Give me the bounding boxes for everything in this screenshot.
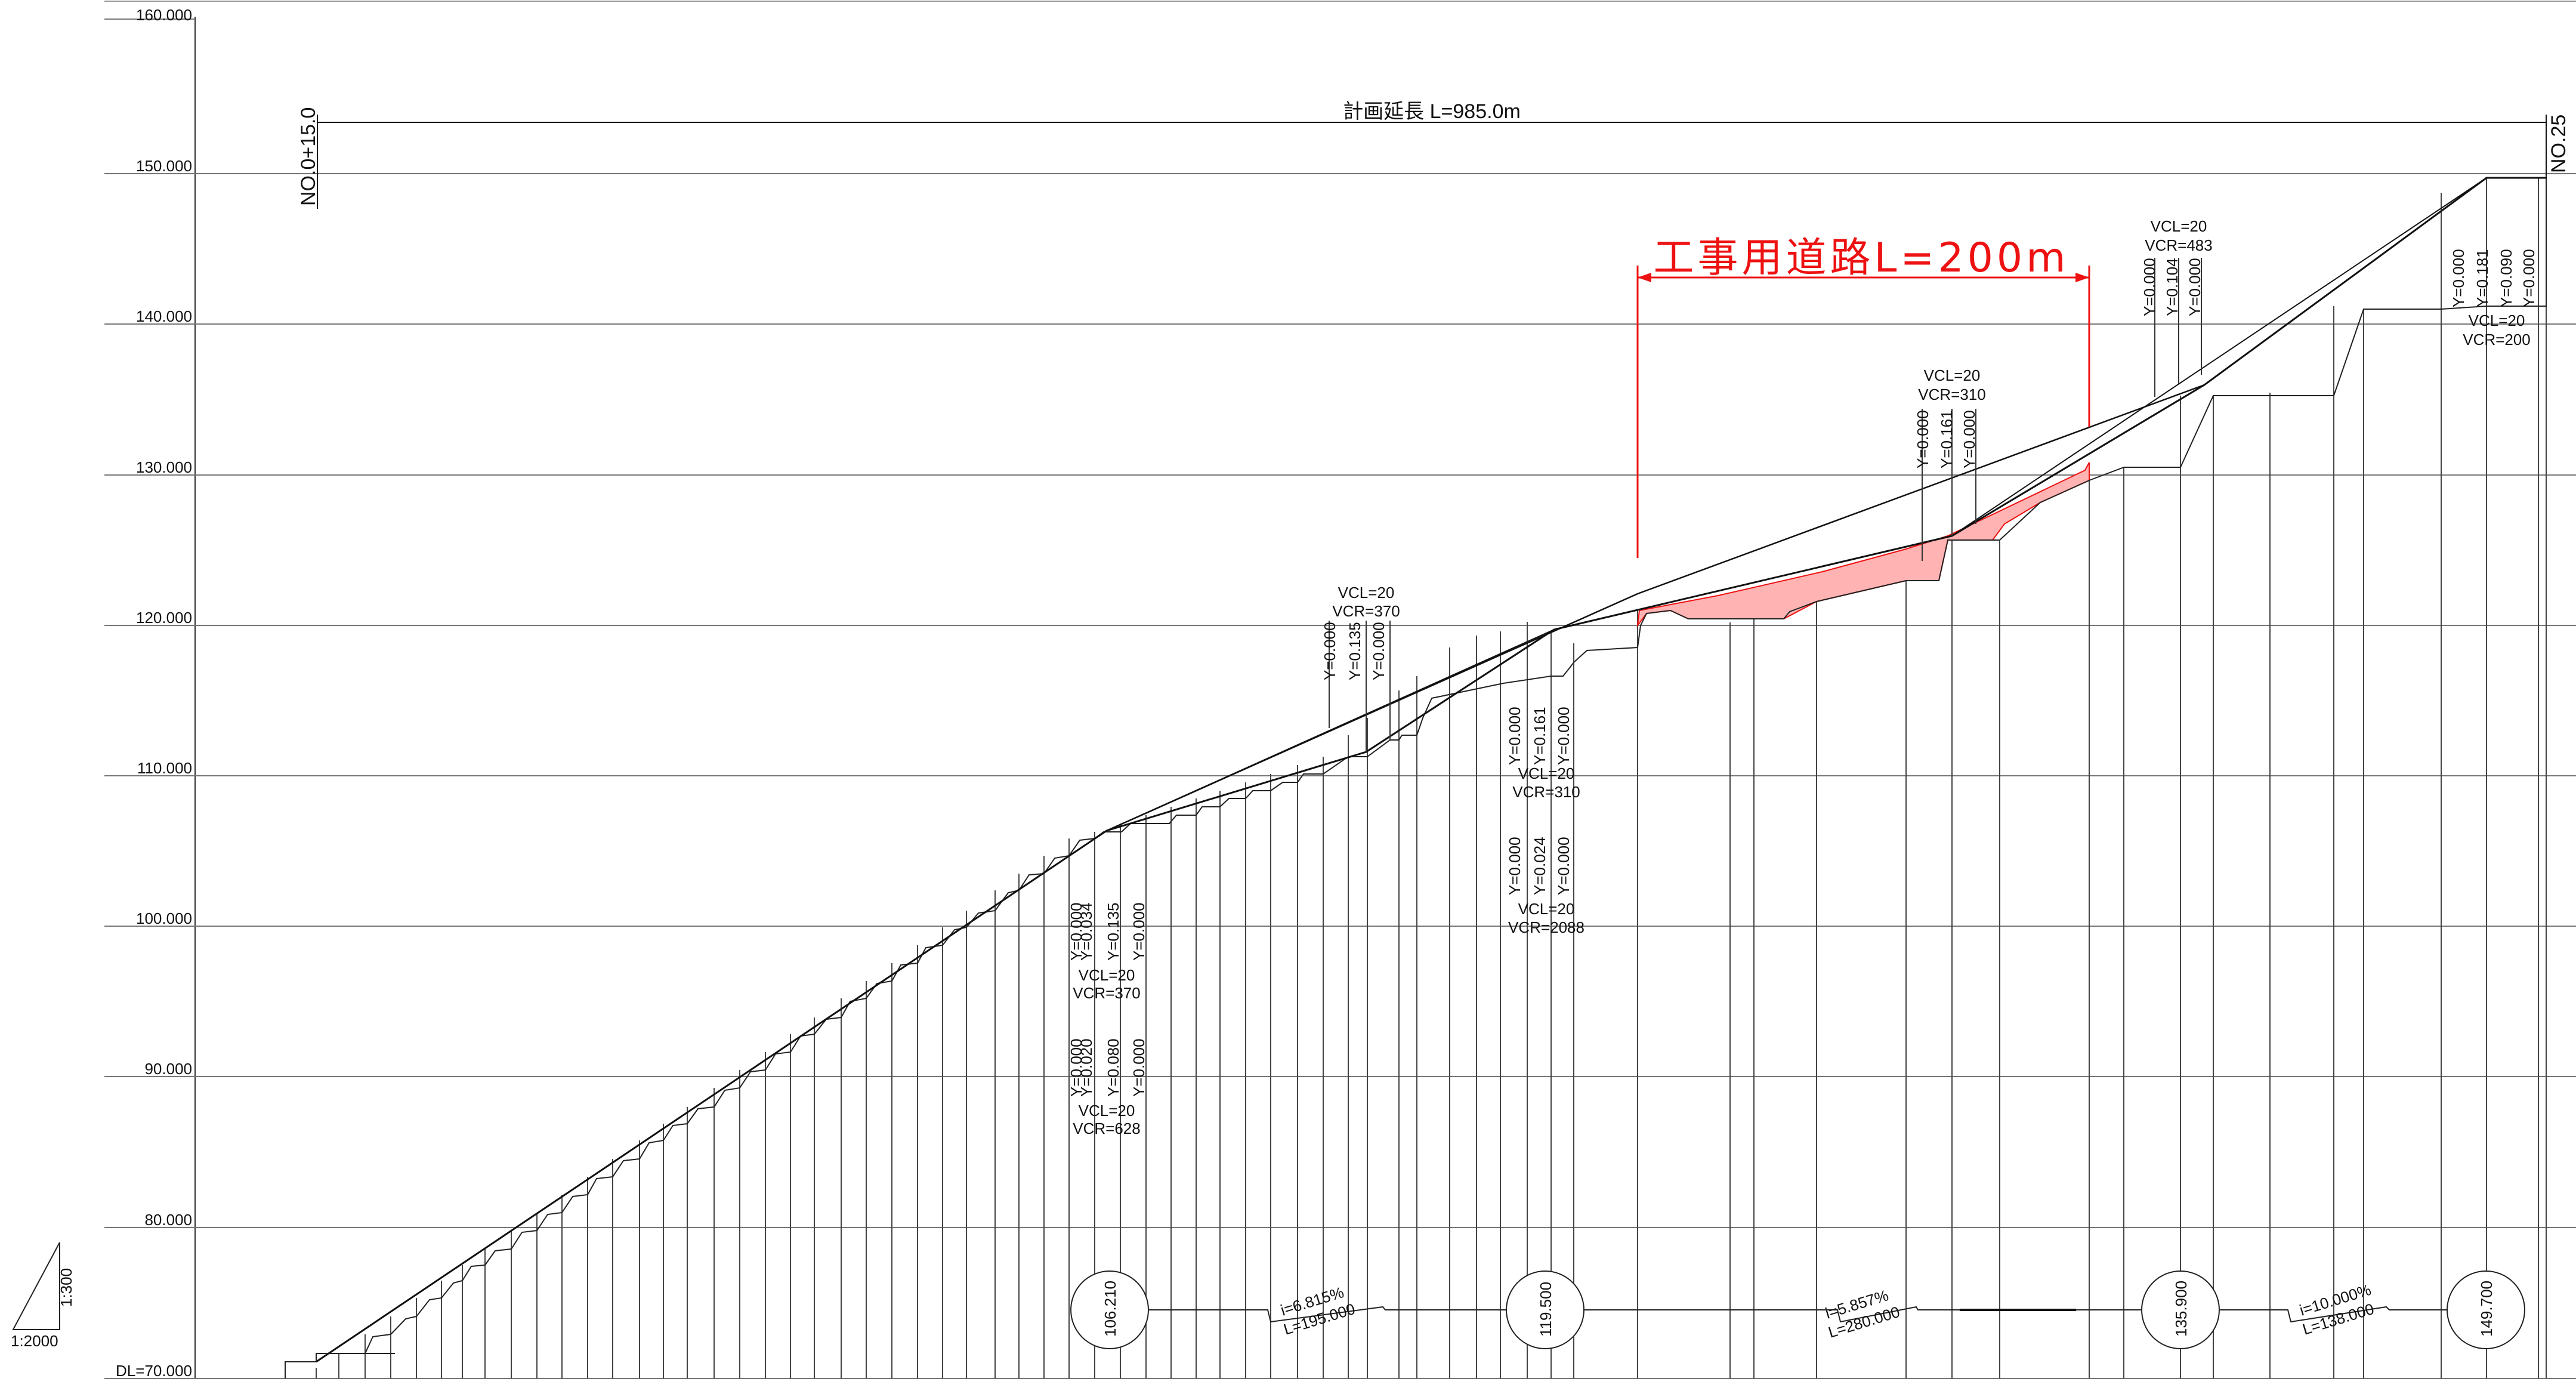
planned-grade-line	[316, 177, 2546, 1363]
curve-y: Y=0.000	[1067, 1038, 1085, 1097]
curve-vcl: VCL=20	[1518, 764, 1575, 782]
curve-vcl: VCL=20	[1924, 366, 1981, 384]
curve-6: Y=0.000 Y=0.161 Y=0.000 VCL=20 VCR=310	[1914, 366, 1986, 561]
curve-y: Y=0.000	[1506, 707, 1524, 765]
curve-y: Y=0.000	[1130, 902, 1148, 961]
pvi-circle	[2141, 1270, 2220, 1349]
curve-y: Y=0.000	[1321, 622, 1339, 680]
bottom-band: 106.210 119.500 135.900 149.700 i=6.815%…	[1070, 1270, 2525, 1349]
work-road-annotation: 工事用道路L=200m	[1636, 235, 2090, 558]
elevation-label: 80.000	[144, 1211, 192, 1229]
curve-y: Y=0.000	[1370, 622, 1388, 680]
curve-y: Y=0.000	[1506, 837, 1524, 895]
curve-7: Y=0.000 Y=0.104 Y=0.000 VCL=20 VCR=483	[2141, 217, 2213, 397]
curve-y: Y=0.000	[1130, 1038, 1148, 1097]
curve-vcl: VCL=20	[2151, 217, 2207, 235]
elevation-label: 160.000	[136, 6, 192, 24]
curve-y: Y=0.000	[1960, 410, 1978, 468]
elevation-label: 120.000	[136, 609, 192, 627]
curve-y: Y=0.000	[1914, 410, 1932, 468]
curve-5: Y=0.000 Y=0.024 Y=0.000 VCL=20 VCR=2088	[1506, 837, 1584, 936]
grade-strip	[1148, 1306, 2470, 1323]
pvi-label: 149.700	[2478, 1281, 2495, 1337]
curve-vcl: VCL=20	[1518, 900, 1575, 918]
curve-vcl: VCL=20	[1338, 584, 1395, 602]
curve-vcr: VCR=310	[1918, 386, 1985, 403]
curve-1: Y=0.000 Y=0.020 Y=0.080 Y=0.000 VCL=20 V…	[1067, 1038, 1148, 1137]
curve-vcr: VCR=200	[2463, 331, 2530, 349]
curve-y: Y=0.135	[1346, 622, 1364, 680]
curve-4: Y=0.000 Y=0.161 Y=0.000 VCL=20 VCR=310	[1506, 707, 1580, 801]
elevation-label: 100.000	[136, 909, 192, 927]
curve-vcr: VCR=2088	[1508, 918, 1584, 936]
curve-y: Y=0.104	[2163, 258, 2181, 316]
elevation-labels: 160.000 150.000 140.000 130.000 120.000 …	[116, 6, 192, 1380]
curve-vcr: VCR=310	[1512, 783, 1580, 801]
curve-y: Y=0.000	[2450, 249, 2467, 307]
work-road-cut-area	[1636, 462, 2090, 628]
existing-ground-line	[285, 178, 2547, 1362]
elevation-label: 140.000	[136, 307, 192, 325]
curve-annotations: Y=0.000 Y=0.020 Y=0.080 Y=0.000 VCL=20 V…	[1067, 217, 2538, 1137]
work-road-arrow-right	[2075, 273, 2089, 282]
curve-y: Y=0.000	[1555, 837, 1573, 895]
horizontal-scale-label: 1:2000	[11, 1332, 58, 1350]
curve-vcr: VCR=370	[1073, 984, 1140, 1002]
curve-y: Y=0.161	[1938, 410, 1956, 468]
curve-y: Y=0.161	[1531, 707, 1549, 765]
scale-indicator: 1:300 1:2000	[11, 1242, 75, 1350]
curve-y: Y=0.024	[1531, 837, 1549, 895]
station-lines	[316, 178, 2547, 1379]
curve-y: Y=0.034	[1077, 902, 1095, 961]
work-road-label: 工事用道路L=200m	[1654, 235, 2070, 282]
pvi-circle	[1070, 1270, 1149, 1349]
curve-y: Y=0.181	[2473, 249, 2491, 307]
datum-label: DL=70.000	[116, 1362, 192, 1380]
elevation-label: 110.000	[137, 759, 192, 777]
vertical-scale-label: 1:300	[57, 1268, 75, 1307]
curve-y: Y=0.000	[1067, 902, 1085, 961]
tangent-line-end	[1951, 177, 2487, 536]
curve-vcl: VCL=20	[1079, 966, 1135, 984]
pvi-circle	[1506, 1270, 1584, 1349]
start-station-label: NO.0+15.0	[297, 107, 320, 206]
pvi-label: 119.500	[1537, 1282, 1555, 1337]
curve-vcr: VCR=370	[1332, 602, 1400, 620]
span-label: 計画延長 L=985.0m	[1343, 100, 1521, 123]
work-road-arrow-left	[1638, 273, 1651, 282]
start-base-box	[285, 1353, 395, 1379]
curve-vcr: VCR=483	[2145, 236, 2212, 254]
elevation-label: 150.000	[136, 157, 192, 175]
curve-y: Y=0.135	[1104, 902, 1122, 961]
curve-3: Y=0.000 Y=0.135 Y=0.000 VCL=20 VCR=370	[1321, 584, 1400, 752]
pvi-label: 135.900	[2172, 1281, 2190, 1337]
curve-vcl: VCL=20	[2469, 312, 2525, 329]
curve-y: Y=0.000	[1555, 707, 1573, 765]
tangent-line-mid	[1106, 629, 1555, 831]
curve-y: Y=0.000	[2141, 258, 2158, 316]
curve-y: Y=0.000	[2520, 249, 2538, 307]
elevation-label: 130.000	[136, 458, 192, 476]
curve-vcl: VCL=20	[1079, 1102, 1135, 1120]
scale-triangle	[12, 1242, 60, 1330]
pvi-label: 106.210	[1101, 1281, 1119, 1337]
pvi-circle	[2447, 1270, 2525, 1349]
curve-2: Y=0.000 Y=0.034 Y=0.135 Y=0.000 VCL=20 V…	[1067, 902, 1148, 1002]
end-station-label: NO.25	[2547, 115, 2570, 173]
curve-vcr: VCR=628	[1073, 1120, 1140, 1137]
curve-y: Y=0.080	[1104, 1038, 1122, 1097]
curve-y: Y=0.000	[2186, 258, 2204, 316]
curve-y: Y=0.020	[1077, 1038, 1095, 1097]
elevation-label: 90.000	[144, 1060, 192, 1078]
curve-y: Y=0.090	[2497, 249, 2515, 307]
curve-8: Y=0.000 Y=0.181 Y=0.090 Y=0.000 VCL=20 V…	[2450, 249, 2538, 349]
